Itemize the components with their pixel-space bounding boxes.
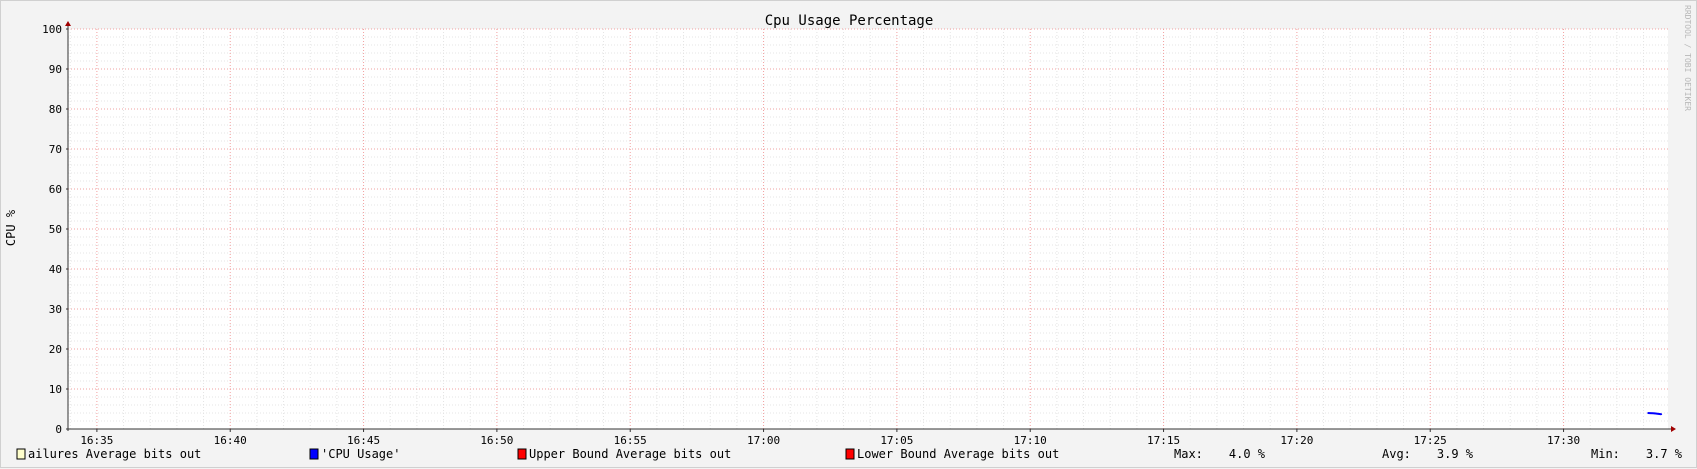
- x-tick-label: 17:00: [747, 434, 780, 447]
- y-tick-label: 30: [49, 303, 62, 316]
- legend-label: 'CPU Usage': [321, 447, 400, 461]
- x-ticks: 16:35 16:40 16:45 16:50 16:55 17:00 17:05 17:10…: [80, 429, 1580, 447]
- x-tick-label: 17:10: [1014, 434, 1047, 447]
- x-tick-label: 17:15: [1147, 434, 1180, 447]
- x-tick-label: 16:40: [214, 434, 247, 447]
- stat-value: 3.7 %: [1646, 447, 1683, 461]
- y-tick-label: 60: [49, 183, 62, 196]
- grid: [68, 28, 1668, 429]
- x-tick-label: 17:30: [1547, 434, 1580, 447]
- legend-label: Lower Bound Average bits out: [857, 447, 1059, 461]
- chart-title: Cpu Usage Percentage: [765, 13, 934, 29]
- legend-label: Upper Bound Average bits out: [529, 447, 731, 461]
- axes: [65, 21, 1676, 432]
- x-tick-label: 16:35: [80, 434, 113, 447]
- data-point: [1647, 412, 1649, 414]
- x-axis-arrow: [1671, 426, 1676, 432]
- y-tick-label: 50: [49, 223, 62, 236]
- plot-area: [68, 29, 1668, 429]
- stats: Max: 4.0 % Avg: 3.9 % Min: 3.7 %: [1174, 447, 1683, 461]
- stat-label: Avg:: [1382, 447, 1411, 461]
- y-tick-label: 20: [49, 343, 62, 356]
- y-axis-label: CPU %: [4, 209, 18, 246]
- y-tick-label: 70: [49, 143, 62, 156]
- data-point: [1653, 412, 1656, 415]
- legend-label: ailures Average bits out: [28, 447, 201, 461]
- stat-value: 3.9 %: [1437, 447, 1474, 461]
- x-tick-label: 16:55: [614, 434, 647, 447]
- series-group: [1647, 412, 1663, 416]
- data-point: [1660, 413, 1663, 416]
- x-tick-label: 16:45: [347, 434, 380, 447]
- legend-swatch: [517, 448, 527, 460]
- x-tick-label: 17:05: [880, 434, 913, 447]
- legend-swatch: [845, 448, 855, 460]
- legend-swatch: [16, 448, 26, 460]
- x-tick-label: 17:25: [1414, 434, 1447, 447]
- y-tick-label: 80: [49, 103, 62, 116]
- watermark: RRDTOOL / TOBI OETIKER: [1683, 5, 1692, 111]
- y-tick-label: 10: [49, 383, 62, 396]
- y-tick-label: 100: [42, 23, 62, 36]
- stat-value: 4.0 %: [1229, 447, 1266, 461]
- x-tick-label: 17:20: [1280, 434, 1313, 447]
- y-tick-label: 40: [49, 263, 62, 276]
- y-tick-label: 0: [55, 423, 62, 436]
- y-tick-label: 90: [49, 63, 62, 76]
- y-ticks: 0 10 20 30 40 50 60 70 80 90 100: [42, 23, 68, 436]
- y-axis-arrow: [65, 21, 71, 26]
- stat-label: Min:: [1591, 447, 1620, 461]
- stat-label: Max:: [1174, 447, 1203, 461]
- legend: ailures Average bits out 'CPU Usage' Upper…: [16, 447, 1059, 461]
- x-tick-label: 16:50: [480, 434, 513, 447]
- legend-swatch: [309, 448, 319, 460]
